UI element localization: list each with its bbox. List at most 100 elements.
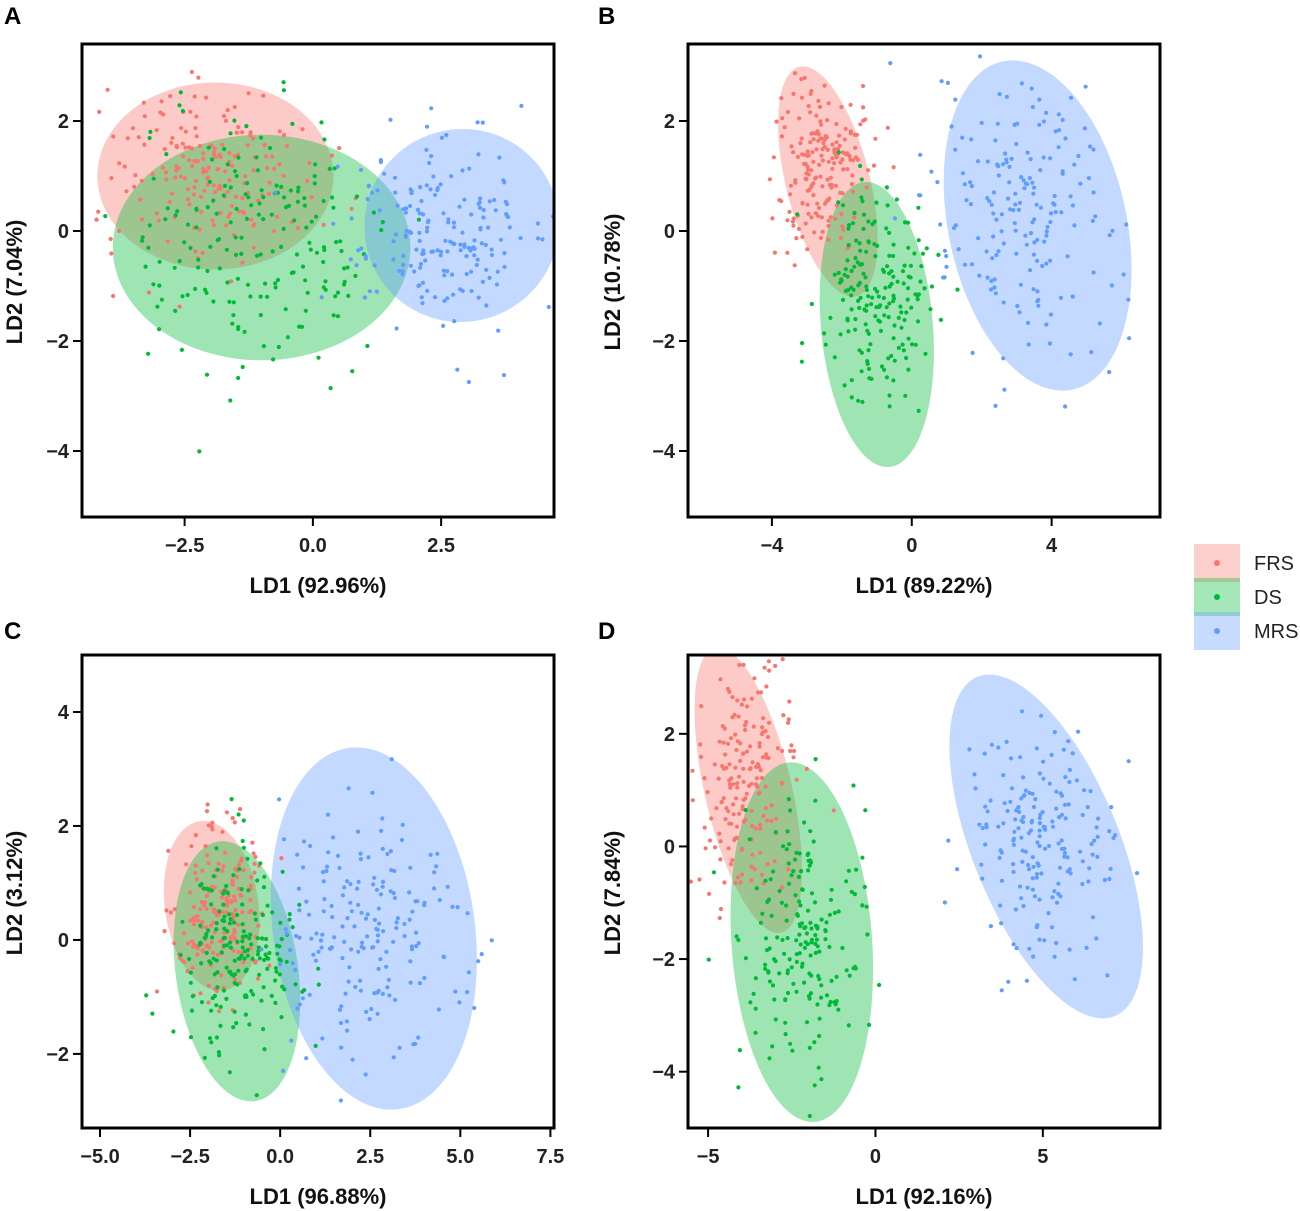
point-frs (210, 820, 215, 825)
point-ds (279, 184, 284, 189)
point-mrs (413, 1041, 418, 1046)
point-frs (206, 983, 211, 988)
point-frs (822, 83, 827, 88)
point-frs (734, 747, 739, 753)
point-frs (699, 704, 704, 709)
point-ds (867, 1022, 872, 1027)
point-ds (824, 993, 830, 998)
point-mrs (1008, 799, 1013, 804)
point-mrs (340, 956, 345, 961)
point-ds (920, 251, 926, 256)
point-ds (736, 1085, 741, 1090)
point-ds (786, 881, 792, 886)
point-mrs (460, 230, 465, 235)
series-ds-points (144, 797, 321, 1098)
point-ds (809, 937, 815, 943)
point-mrs (307, 912, 312, 917)
point-ds (323, 287, 328, 292)
point-frs (863, 117, 868, 122)
point-mrs (1107, 876, 1112, 882)
point-ds (208, 244, 213, 249)
point-mrs (374, 289, 379, 294)
y-tick-label: 0 (58, 221, 69, 243)
point-mrs (1067, 947, 1072, 952)
point-mrs (469, 246, 474, 251)
point-mrs (938, 222, 943, 227)
point-mrs (1031, 191, 1036, 196)
point-ds (194, 206, 199, 211)
panel-letter-c: C (4, 618, 21, 645)
point-mrs (1019, 796, 1024, 801)
point-ds (815, 1002, 820, 1007)
point-mrs (422, 900, 427, 905)
point-mrs (944, 264, 949, 269)
point-ds (924, 246, 929, 251)
point-frs (837, 133, 842, 138)
x-tick-label: 0 (906, 535, 917, 557)
point-ds (274, 969, 279, 974)
point-ds (785, 829, 790, 834)
point-frs (198, 907, 203, 912)
point-mrs (1035, 237, 1040, 242)
point-mrs (335, 164, 340, 169)
point-mrs (372, 263, 377, 268)
point-frs (205, 943, 210, 948)
point-ds (265, 294, 270, 299)
point-ds (864, 284, 869, 289)
point-frs (794, 777, 799, 782)
point-mrs (1021, 814, 1026, 820)
point-mrs (984, 822, 989, 827)
point-ds (803, 940, 808, 945)
point-ds (828, 315, 833, 320)
point-frs (849, 182, 855, 187)
point-ds (860, 199, 865, 204)
point-mrs (1039, 871, 1044, 876)
point-frs (267, 180, 272, 185)
point-mrs (340, 924, 345, 929)
point-mrs (329, 903, 334, 909)
point-ds (211, 874, 216, 879)
point-mrs (1034, 875, 1039, 880)
point-ds (225, 891, 230, 896)
point-mrs (460, 168, 465, 173)
point-mrs (1097, 321, 1102, 326)
point-frs (215, 952, 221, 957)
point-frs (256, 923, 261, 928)
point-mrs (432, 870, 437, 875)
point-frs (109, 176, 114, 181)
x-tick-label: −4 (761, 535, 785, 557)
point-frs (713, 845, 718, 850)
point-mrs (519, 103, 524, 108)
point-ds (836, 270, 841, 275)
point-frs (785, 720, 791, 725)
point-frs (737, 774, 742, 779)
point-mrs (1013, 202, 1018, 207)
point-mrs (338, 1020, 344, 1026)
point-ds (249, 988, 254, 994)
point-mrs (391, 239, 396, 244)
y-tick-label: 0 (664, 836, 675, 858)
point-mrs (371, 945, 376, 950)
point-mrs (385, 851, 390, 857)
point-ds (838, 332, 843, 337)
point-ds (217, 1053, 222, 1058)
point-frs (817, 104, 823, 109)
point-frs (833, 183, 839, 188)
point-frs (699, 754, 704, 760)
point-ds (861, 226, 866, 231)
point-frs (825, 147, 830, 152)
point-mrs (484, 267, 489, 272)
point-frs (164, 177, 169, 182)
point-mrs (476, 295, 481, 300)
point-ds (224, 247, 229, 252)
point-ds (766, 970, 771, 975)
point-frs (192, 922, 197, 927)
point-mrs (378, 159, 383, 165)
point-mrs (1078, 181, 1083, 186)
legend-dot-mrs (1214, 628, 1220, 634)
point-frs (826, 218, 831, 223)
point-frs (231, 948, 236, 953)
point-ds (846, 243, 851, 248)
point-mrs (1068, 194, 1073, 199)
point-frs (251, 136, 256, 141)
